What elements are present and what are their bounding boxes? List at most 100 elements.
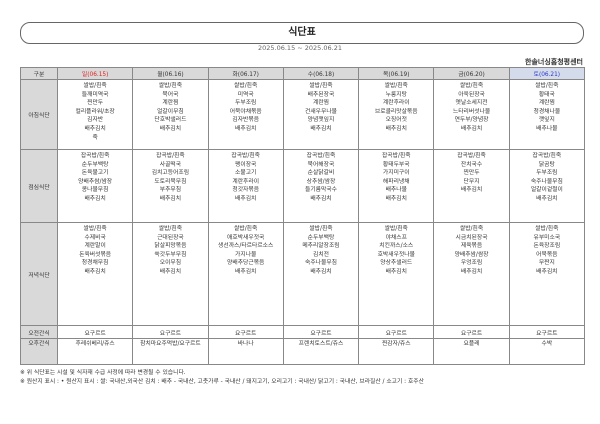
menu-item: 배추김치 (235, 125, 257, 132)
notes: ※ 위 식단표는 시설 및 식자재 수급 사정에 따라 변경될 수 있습니다. … (20, 369, 424, 387)
menu-cell: 프렌치토스트/쥬스 (282, 338, 360, 365)
menu-item: 치킨까스/소스 (379, 243, 414, 250)
menu-item: 바나나 (237, 341, 254, 347)
note-origin: ※ 원산지 표시 : • 원산지 표시 : 쌀: 국내산,외국산 김치 : 배추… (20, 379, 424, 385)
menu-item: 오징어젓 (385, 117, 407, 124)
menu-cell: 요구르트 (433, 325, 510, 339)
menu-cell: 요구르트 (56, 325, 134, 339)
menu-item: 배추김치 (159, 125, 182, 132)
menu-item: 잡곡밥/흰죽 (381, 153, 411, 159)
menu-item: 가지나물 (235, 251, 257, 258)
menu-item: 배추김치 (536, 268, 558, 275)
menu-item: 참치마요주먹밥/요구르트 (140, 341, 201, 347)
menu-item: 들깨미역국 (81, 91, 109, 98)
menu-cell: 쌀밥/흰죽 애호박새우젓국 생선까스/타르타르소스 가지나물 양배추당근볶음 배추김치 (207, 222, 284, 326)
menu-item: 프렌치토스트/쥬스 (298, 341, 344, 347)
row-lunch: 점심식단 잡곡밥/흰죽 순두부백탕 돈육불고기 양배추쌈/쌈장 콩나물무침 배추김치 잡곡밥/… (20, 149, 586, 223)
menu-item: 김자반볶음 (232, 117, 260, 124)
menu-item: 김치고등어조림 (151, 170, 190, 177)
menu-item: 배추김치 (235, 268, 257, 275)
menu-cell: 참치마요주먹밥/요구르트 (132, 338, 209, 365)
day-header-wed: 수(06.18) (282, 67, 360, 80)
menu-item: 요구르트 (159, 330, 182, 337)
menu-item: 김자반 (87, 117, 104, 124)
menu-cell: 쌀밥/흰죽 아욱된장국 옛날소세지전 느타리버섯나물 연두부/양념장 배추김치 (433, 79, 510, 150)
menu-item: 배추나물 (385, 187, 407, 194)
menu-cell: 쌀밥/흰죽 순두부백탕 메추리알장조림 김치전 숙주나물무침 배추김치 (282, 222, 360, 326)
menu-cell: 쌀밥/흰죽 누룽지탕 계란후라이 브로콜리맛살볶음 오징어젓 배추김치 (358, 79, 435, 150)
menu-item: 배추김치 (385, 125, 407, 132)
day-header-thu: 목(06.19) (358, 67, 435, 80)
menu-item: 배추된장국 (307, 91, 335, 98)
menu-item: 북어해장국 (307, 161, 335, 168)
menu-item: 찐만두 (463, 170, 480, 177)
menu-item: 배추김치 (84, 268, 106, 275)
menu-item: 컬리플라워/초장 (75, 108, 115, 115)
menu-item: 메추리알장조림 (302, 243, 340, 250)
menu-item: 돈육장조림 (533, 243, 561, 250)
menu-item: 시금치된장국 (455, 234, 488, 241)
menu-item: 두부조림 (536, 170, 558, 177)
menu-item: 황태두부국 (382, 161, 410, 168)
menu-item: 배추김치 (385, 195, 407, 202)
menu-item: 수제비국 (84, 234, 106, 241)
day-header-tue: 화(06.17) (207, 67, 284, 80)
menu-item: 김치전 (312, 251, 329, 258)
menu-item: 브로콜리맛살볶음 (374, 108, 418, 115)
menu-item: 요구르트 (310, 330, 332, 337)
menu-cell: 요구르트 (132, 325, 209, 339)
menu-item: 북어국 (162, 91, 179, 98)
row-label: 점심식단 (20, 149, 58, 223)
menu-item: 어묵야채볶음 (229, 108, 262, 115)
menu-item: 미역국 (237, 91, 254, 98)
menu-item: 닭살피망볶음 (154, 243, 187, 250)
menu-item: 배추김치 (235, 195, 257, 202)
menu-item: 쌀밥/흰죽 (83, 226, 107, 232)
menu-item: 잡곡밥/흰죽 (306, 153, 336, 159)
menu-cell: 잡곡밥/흰죽 북어해장국 순살닭갈비 상추쌈/쌈장 들기름막국수 배추김치 (282, 149, 360, 223)
menu-item: 배추김치 (159, 195, 182, 202)
menu-cell: 잡곡밥/흰죽 잔치국수 찐만두 단무지 배추김치 (433, 149, 510, 223)
menu-item: 들기름막국수 (304, 187, 337, 194)
menu-item: 계란말이 (84, 243, 106, 250)
menu-item: 배추김치 (460, 268, 483, 275)
menu-item: 도토리묵무침 (154, 178, 187, 185)
menu-cell: 쌀밥/흰죽 야채스프 치킨까스/소스 호박새우젓나물 양상추샐러드 배추김치 (358, 222, 435, 326)
menu-item: 옛날소세지전 (455, 100, 488, 107)
menu-item: 청경채무침 (81, 260, 109, 267)
menu-item: 청갓자볶음 (232, 187, 260, 194)
menu-item: 양배추당근볶음 (227, 260, 265, 267)
menu-item: 쌀밥/흰죽 (384, 226, 408, 232)
menu-item: 청경채나물 (533, 108, 561, 115)
menu-item: 어묵볶음 (536, 251, 558, 258)
menu-cell: 쌀밥/흰죽 유부미소국 돈육장조림 어묵볶음 무짠지 배추김치 (508, 222, 586, 326)
menu-item: 찐만두 (87, 100, 104, 107)
menu-cell: 찐감자/쥬스 (358, 338, 435, 365)
menu-item: 쌀밥/흰죽 (535, 83, 559, 89)
menu-item: 팽이장국 (235, 161, 257, 168)
menu-item: 돈육버섯볶음 (79, 251, 112, 258)
day-header-sun: 일(06.15) (56, 67, 134, 80)
row-label: 오후간식 (20, 338, 58, 365)
menu-item: 깻잎지 (538, 117, 555, 124)
menu-item: 숙주나물무침 (304, 260, 337, 267)
row-dinner: 저녁식단 쌀밥/흰죽 수제비국 계란말이 돈육버섯볶음 청경채무침 배추김치 쌀밥/흰죽 근대된… (20, 222, 586, 326)
note-change: ※ 위 식단표는 시설 및 식자재 수급 사정에 따라 변경될 수 있습니다. (20, 370, 186, 376)
row-label: 아침식단 (20, 79, 58, 150)
row-label: 저녁식단 (20, 222, 58, 326)
menu-item: 순살닭갈비 (307, 170, 335, 177)
menu-cell: 바나나 (207, 338, 284, 365)
menu-item: 황태국 (538, 91, 555, 98)
menu-item: 배추김치 (385, 268, 407, 275)
menu-item: 해파리냉채 (382, 178, 410, 185)
menu-cell: 쌀밥/흰죽 황태국 계란찜 청경채나물 깻잎지 배추나물 (508, 79, 586, 150)
menu-cell: 쌀밥/흰죽 미역국 두부조림 어묵야채볶음 김자반볶음 배추김치 (207, 79, 284, 150)
menu-item: 유부미소국 (533, 234, 561, 241)
menu-item: 배추김치 (310, 195, 332, 202)
menu-cell: 잡곡밥/흰죽 순두부백탕 돈육불고기 양배추쌈/쌈장 콩나물무침 배추김치 (56, 149, 134, 223)
menu-item: 누룽지탕 (385, 91, 407, 98)
menu-item: 배추김치 (536, 195, 558, 202)
menu-item: 부추무침 (159, 187, 182, 194)
menu-item: 근대된장국 (157, 234, 184, 241)
row-pm-snack: 오후간식 후레쉬베리/쥬스 참치마요주먹밥/요구르트 바나나 프렌치토스트/쥬스 찐감자/… (20, 338, 586, 365)
